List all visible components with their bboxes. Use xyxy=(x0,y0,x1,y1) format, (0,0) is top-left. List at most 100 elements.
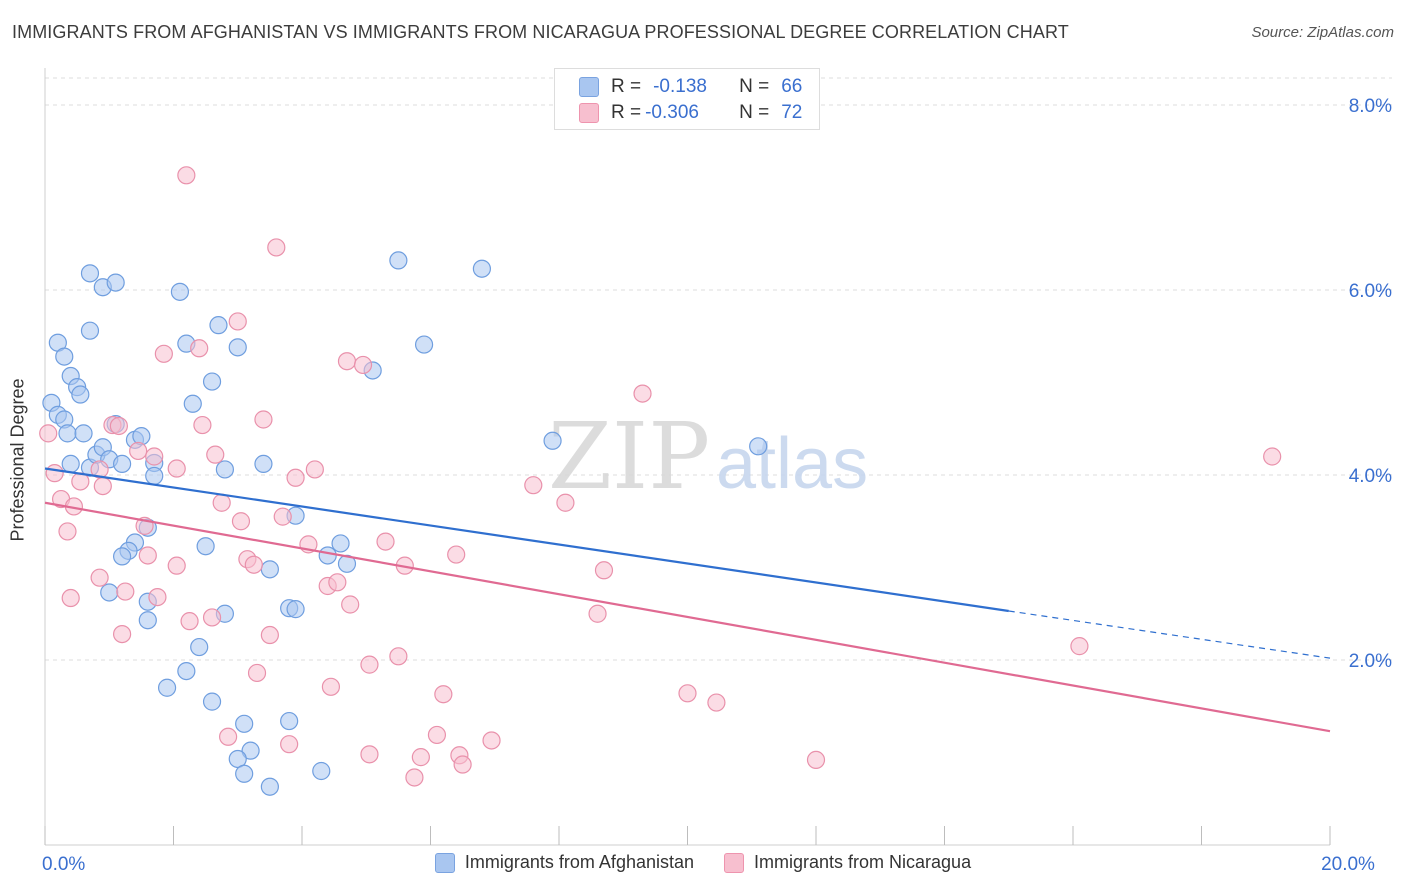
point-nicaragua xyxy=(360,745,379,764)
point-afghanistan xyxy=(132,427,151,446)
point-nicaragua xyxy=(360,655,379,674)
stats-n-label: N = xyxy=(739,76,770,97)
point-nicaragua xyxy=(337,352,357,371)
point-nicaragua xyxy=(434,685,453,704)
legend-item-afghanistan[interactable]: Immigrants from Afghanistan xyxy=(434,852,695,873)
point-nicaragua xyxy=(148,587,167,607)
point-afghanistan xyxy=(331,534,350,553)
point-afghanistan xyxy=(58,424,77,443)
chart-source: Source: ZipAtlas.com xyxy=(1251,24,1394,41)
point-nicaragua xyxy=(116,582,135,601)
point-nicaragua xyxy=(806,750,826,770)
stats-r-label: R = xyxy=(611,76,642,97)
point-afghanistan xyxy=(472,259,491,278)
point-afghanistan xyxy=(138,611,157,630)
y-axis-label: Professional Degree xyxy=(7,378,28,542)
stats-n-label: N = xyxy=(739,102,770,123)
watermark-zip: ZIP xyxy=(548,403,710,510)
y-tick-label: 4.0% xyxy=(1349,466,1392,487)
point-nicaragua xyxy=(353,355,373,375)
point-afghanistan xyxy=(235,714,254,733)
point-afghanistan xyxy=(74,424,93,443)
point-afghanistan xyxy=(543,431,562,450)
point-nicaragua xyxy=(202,608,222,627)
x-tick-label: 0.0% xyxy=(42,854,85,875)
point-nicaragua xyxy=(594,561,614,580)
trend-nicaragua xyxy=(44,501,1331,733)
point-nicaragua xyxy=(453,755,472,774)
point-afghanistan xyxy=(190,637,209,657)
point-nicaragua xyxy=(247,663,267,683)
legend-label-afghanistan: Immigrants from Afghanistan xyxy=(464,852,695,872)
stats-row-afghanistan: R = -0.138 N = 66 xyxy=(579,75,802,99)
point-nicaragua xyxy=(678,684,697,703)
point-nicaragua xyxy=(228,312,247,331)
point-nicaragua xyxy=(112,624,132,644)
point-afghanistan xyxy=(71,385,90,404)
point-nicaragua xyxy=(707,693,726,712)
point-nicaragua xyxy=(177,166,196,185)
trend-afghanistan-extension xyxy=(1008,610,1331,659)
point-nicaragua xyxy=(267,238,286,257)
point-nicaragua xyxy=(376,532,395,551)
point-nicaragua xyxy=(254,410,273,429)
point-nicaragua xyxy=(39,424,58,443)
point-nicaragua xyxy=(90,568,109,587)
point-nicaragua xyxy=(389,647,408,666)
y-tick-label: 2.0% xyxy=(1349,651,1392,672)
point-afghanistan xyxy=(228,338,247,357)
point-afghanistan xyxy=(100,583,119,602)
point-nicaragua xyxy=(588,604,607,623)
point-nicaragua xyxy=(260,625,279,645)
stats-swatch-afghanistan xyxy=(579,77,599,97)
trend-afghanistan xyxy=(44,467,1009,613)
stats-n-value: 72 xyxy=(781,102,803,123)
grid-lines xyxy=(45,77,1392,661)
point-afghanistan xyxy=(312,761,331,781)
legend-item-nicaragua[interactable]: Immigrants from Nicaragua xyxy=(724,852,971,873)
point-nicaragua xyxy=(447,545,466,564)
stats-r-value: -0.306 xyxy=(645,102,699,123)
point-afghanistan xyxy=(286,600,305,619)
stats-legend: R = -0.138 N = 66 R = -0.306 N = 72 xyxy=(554,68,820,130)
point-afghanistan xyxy=(61,454,80,473)
point-nicaragua xyxy=(341,595,360,614)
watermark: ZIP atlas xyxy=(548,403,868,510)
point-afghanistan xyxy=(235,764,254,783)
point-nicaragua xyxy=(1070,637,1089,656)
point-afghanistan xyxy=(196,537,215,556)
point-nicaragua xyxy=(244,555,263,574)
point-afghanistan xyxy=(106,273,125,292)
point-afghanistan xyxy=(55,347,74,366)
point-afghanistan xyxy=(112,454,132,473)
point-nicaragua xyxy=(405,768,424,787)
point-afghanistan xyxy=(318,546,337,565)
point-afghanistan xyxy=(389,251,408,270)
point-nicaragua xyxy=(1263,447,1282,466)
point-nicaragua xyxy=(231,512,251,531)
point-afghanistan xyxy=(414,335,434,354)
point-nicaragua xyxy=(61,588,80,608)
stats-r-value: -0.138 xyxy=(653,76,707,97)
point-nicaragua xyxy=(305,460,324,479)
point-afghanistan xyxy=(183,394,202,413)
point-afghanistan xyxy=(260,560,279,579)
point-nicaragua xyxy=(154,344,173,363)
point-afghanistan xyxy=(209,316,228,335)
point-nicaragua xyxy=(411,748,430,767)
tick-labels: 2.0% 4.0% 6.0% 8.0% 0.0% 20.0% xyxy=(42,96,1392,875)
point-nicaragua xyxy=(58,522,77,541)
watermark-atlas: atlas xyxy=(716,424,868,504)
stats-r-label: R = xyxy=(611,102,642,123)
chart-title: IMMIGRANTS FROM AFGHANISTAN VS IMMIGRANT… xyxy=(12,22,1069,42)
stats-row-nicaragua: R = -0.306 N = 72 xyxy=(579,101,802,125)
point-nicaragua xyxy=(280,735,299,754)
point-nicaragua xyxy=(633,384,652,403)
point-afghanistan xyxy=(112,547,132,566)
point-afghanistan xyxy=(202,692,222,711)
point-afghanistan xyxy=(254,454,273,473)
point-afghanistan xyxy=(749,437,768,456)
point-afghanistan xyxy=(170,282,190,301)
point-nicaragua xyxy=(145,447,164,466)
trend-lines xyxy=(44,467,1331,733)
